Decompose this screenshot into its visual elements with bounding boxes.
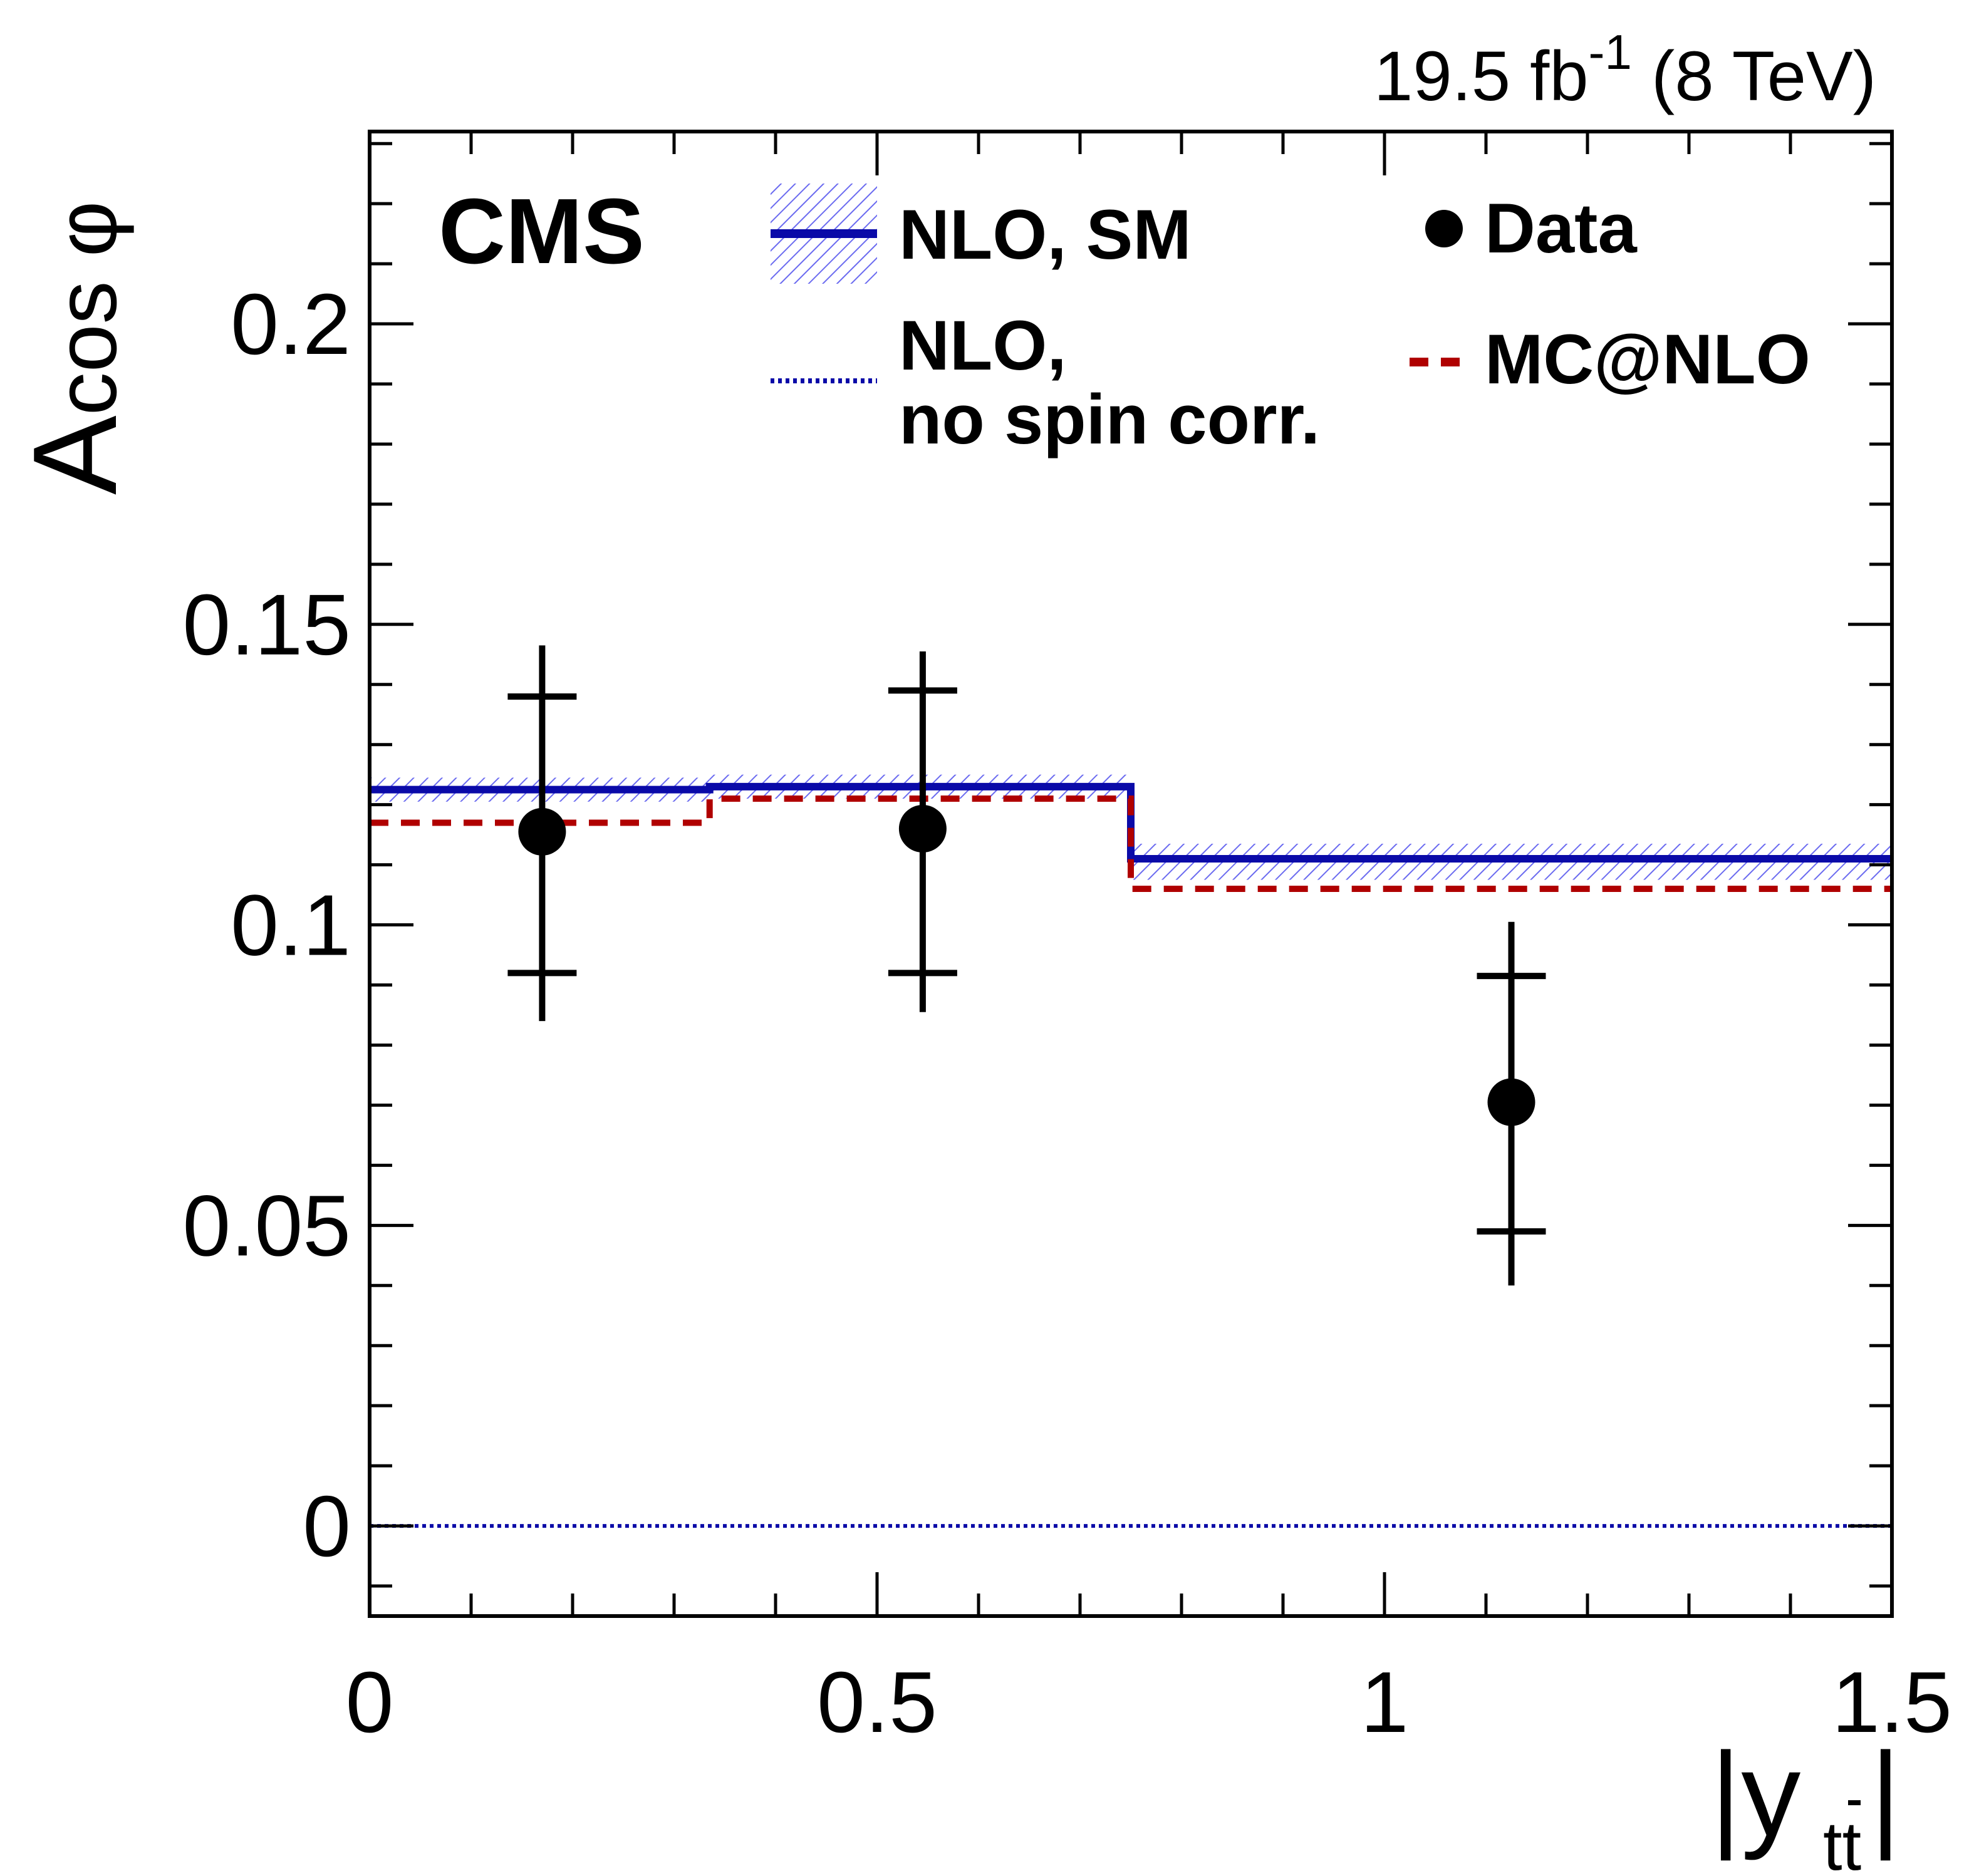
lumi-exponent: -1 <box>1589 24 1632 80</box>
data-point-1 <box>898 805 947 853</box>
y-axis-label: Acos φ <box>9 201 142 495</box>
plot-frame <box>368 130 1894 1618</box>
svg-text:|: | <box>1870 1728 1901 1861</box>
legend-marker-data <box>1425 210 1463 247</box>
x-tick-label: 0.5 <box>817 1654 937 1751</box>
x-axis-label-main: |y <box>1710 1728 1800 1861</box>
legend-item-mcnlo: MC@NLO <box>1410 320 1810 398</box>
lumi-suffix: (8 TeV) <box>1632 37 1876 115</box>
lumi-label: 19.5 fb-1 (8 TeV) <box>1374 24 1876 115</box>
data-point-2 <box>1487 1078 1535 1126</box>
x-axis-label: |y tt | <box>1710 1728 1901 1876</box>
x-tick-label: 0 <box>346 1654 394 1751</box>
svg-text:|y: |y <box>1710 1728 1800 1861</box>
legend-item-nlo-sm: NLO, SM <box>771 184 1192 284</box>
y-axis-label-sub: cos φ <box>38 201 135 416</box>
y-tick-label: 0.2 <box>231 276 351 373</box>
y-tick-label: 0.1 <box>231 878 351 974</box>
legend-label-nlo-sm: NLO, SM <box>899 195 1192 274</box>
legend-label-nlo-nospin-line2: no spin corr. <box>899 380 1320 459</box>
legend-label-data: Data <box>1485 189 1637 267</box>
tick-labels: 0 0.05 0.1 0.15 0.2 0 0.5 1 1.5 <box>182 276 1952 1751</box>
legend: NLO, SM NLO, no spin corr. Data MC@NLO <box>771 184 1810 459</box>
cms-label: CMS <box>439 180 645 283</box>
data-layer <box>507 645 1546 1286</box>
y-tick-label: 0 <box>303 1478 351 1575</box>
legend-item-nlo-nospin: NLO, no spin corr. <box>771 306 1320 459</box>
lumi-value: 19.5 fb <box>1374 37 1589 115</box>
y-axis-label-main: A <box>9 415 142 495</box>
x-axis-label-sub: t <box>1823 1808 1842 1876</box>
svg-text:Acos φ: Acos φ <box>9 201 142 495</box>
series-layer <box>370 782 1892 1528</box>
x-tick-label: 1.5 <box>1832 1654 1952 1751</box>
y-tick-label: 0.05 <box>182 1178 351 1274</box>
legend-label-nlo-nospin-line1: NLO, <box>899 306 1067 385</box>
y-tick-label: 0.15 <box>182 577 351 673</box>
legend-item-data: Data <box>1425 189 1637 267</box>
data-point-0 <box>518 807 566 856</box>
x-axis-label-sub-bar: t <box>1842 1808 1862 1876</box>
legend-label-mcnlo: MC@NLO <box>1485 320 1810 398</box>
svg-text:tt: tt <box>1823 1808 1861 1876</box>
x-tick-label: 1 <box>1361 1654 1409 1751</box>
x-axis-label-close: | <box>1870 1728 1901 1861</box>
